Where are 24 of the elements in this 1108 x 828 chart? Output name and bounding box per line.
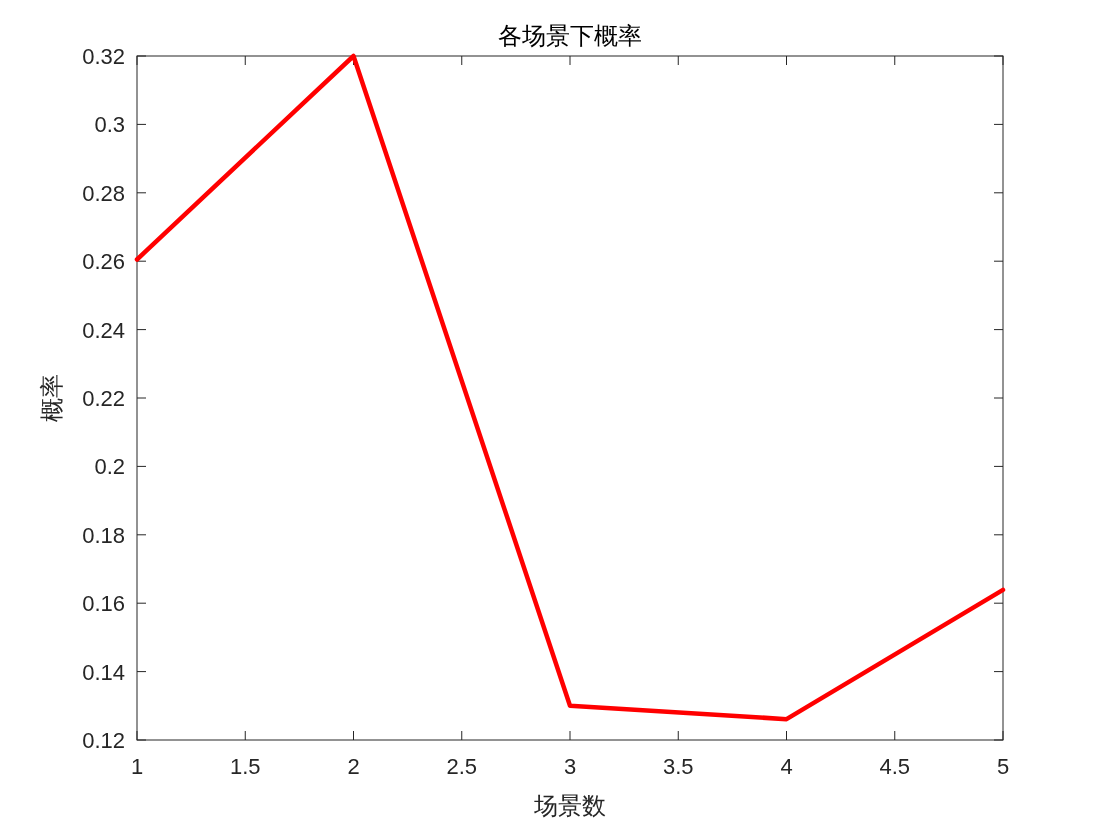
line-series xyxy=(134,53,1006,722)
x-tick-label: 1 xyxy=(130,754,144,779)
x-tick-label: 2 xyxy=(347,754,360,779)
y-axis-title: 概率 xyxy=(38,374,66,422)
y-tick-label: 0.22 xyxy=(82,386,125,411)
chart-title: 各场景下概率 xyxy=(498,22,642,50)
x-tick-label: 3.5 xyxy=(662,754,694,779)
y-tick-label: 0.18 xyxy=(82,522,125,548)
y-tick-label: 0.16 xyxy=(82,591,125,617)
y-tick-label: 0.3 xyxy=(94,112,125,138)
x-axis-title: 场景数 xyxy=(533,792,606,820)
y-tick-label: 0.14 xyxy=(82,659,125,685)
y-tick-label: 0.24 xyxy=(82,317,125,343)
y-tick-label: 0.12 xyxy=(82,728,125,753)
x-tick-label: 5 xyxy=(996,754,1010,779)
x-tick-label: 2.5 xyxy=(446,754,478,779)
y-tick-label: 0.26 xyxy=(82,249,125,275)
x-tick-label: 4.5 xyxy=(879,754,911,779)
y-tick-label: 0.2 xyxy=(94,454,125,480)
x-tick-label: 4 xyxy=(780,754,793,779)
y-tick-label: 0.32 xyxy=(82,44,125,69)
x-tick-label: 1.5 xyxy=(229,754,261,779)
x-tick-label: 3 xyxy=(563,754,577,779)
y-tick-label: 0.28 xyxy=(82,180,125,206)
